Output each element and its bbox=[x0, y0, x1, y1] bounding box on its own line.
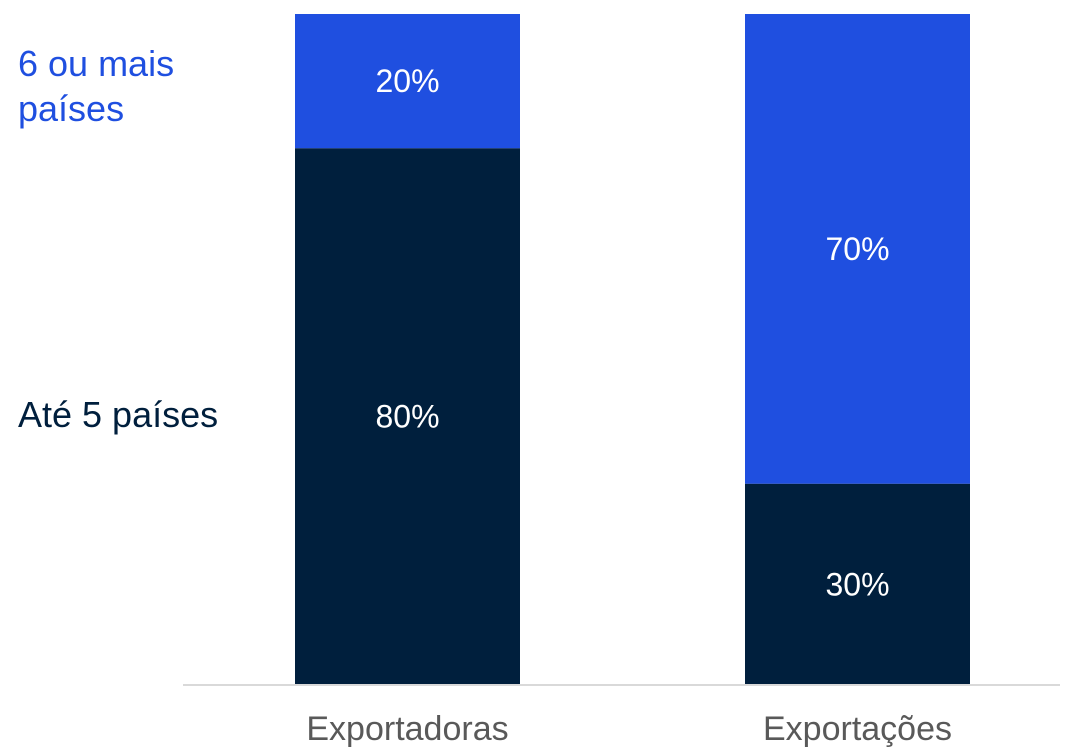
data-label-exportadoras-ate-5-paises: 80% bbox=[375, 399, 439, 435]
legend-line-1: 6 ou mais bbox=[18, 43, 174, 84]
bars-group: 80% 20% 30% 70% bbox=[295, 14, 970, 685]
legend: 6 ou mais países Até 5 países bbox=[18, 43, 218, 435]
bar-exportacoes-ate-5-paises bbox=[745, 483, 970, 685]
bar-exportacoes-6-ou-mais-paises bbox=[745, 14, 970, 484]
legend-line-2: países bbox=[18, 88, 124, 129]
category-label-exportadoras: Exportadoras bbox=[306, 710, 508, 748]
data-label-exportacoes-6-ou-mais-paises: 70% bbox=[825, 231, 889, 267]
category-labels: Exportadoras Exportações bbox=[306, 710, 952, 748]
category-label-exportacoes: Exportações bbox=[763, 710, 952, 748]
data-label-exportacoes-ate-5-paises: 30% bbox=[825, 566, 889, 602]
data-label-exportadoras-6-ou-mais-paises: 20% bbox=[375, 63, 439, 99]
legend-entry-ate-5-paises: Até 5 países bbox=[18, 394, 218, 435]
bar-exportadoras-ate-5-paises bbox=[295, 148, 520, 685]
bar-exportadoras-6-ou-mais-paises bbox=[295, 14, 520, 149]
legend-entry-6-ou-mais-paises: 6 ou mais países bbox=[18, 43, 184, 129]
